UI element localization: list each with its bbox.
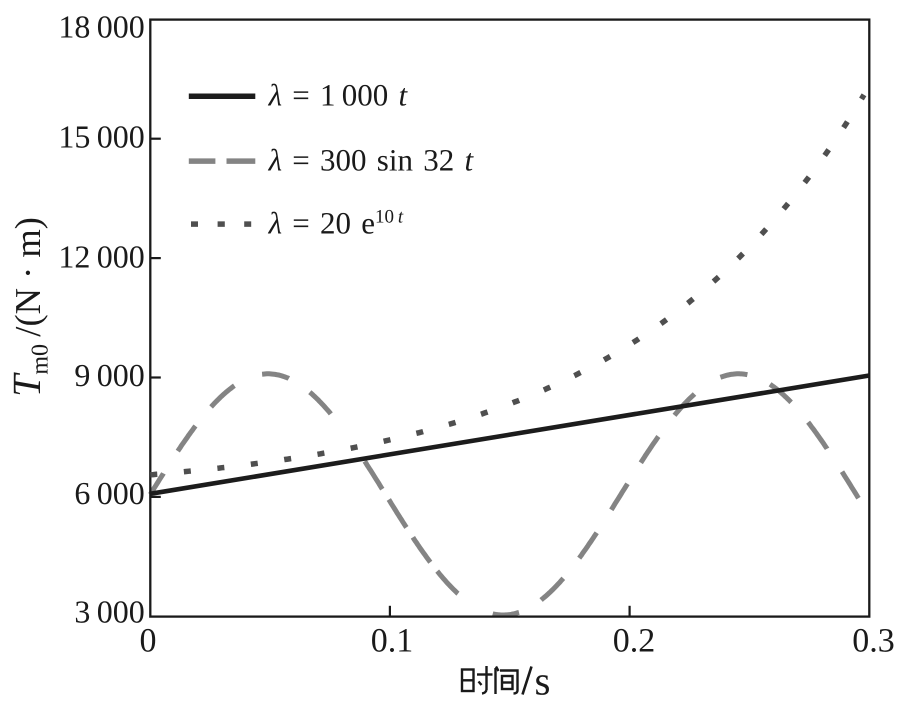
svg-text:3 000: 3 000 <box>74 594 144 630</box>
svg-text:18 000: 18 000 <box>58 9 144 45</box>
svg-text:λ = 1 000 t: λ = 1 000 t <box>268 78 409 113</box>
svg-text:6 000: 6 000 <box>74 475 144 511</box>
svg-text:12 000: 12 000 <box>58 239 144 275</box>
svg-text:Tm0 /(N · m): Tm0 /(N · m) <box>4 217 54 397</box>
svg-text:9 000: 9 000 <box>74 357 144 393</box>
svg-text:0.3: 0.3 <box>852 623 895 660</box>
svg-text:0.2: 0.2 <box>613 623 656 660</box>
svg-text:0: 0 <box>140 623 157 660</box>
svg-text:λ = 300 sin 32 t: λ = 300 sin 32 t <box>268 143 475 178</box>
svg-text:s: s <box>535 658 551 704</box>
svg-text:0.1: 0.1 <box>371 623 414 660</box>
svg-text:15 000: 15 000 <box>58 119 144 155</box>
